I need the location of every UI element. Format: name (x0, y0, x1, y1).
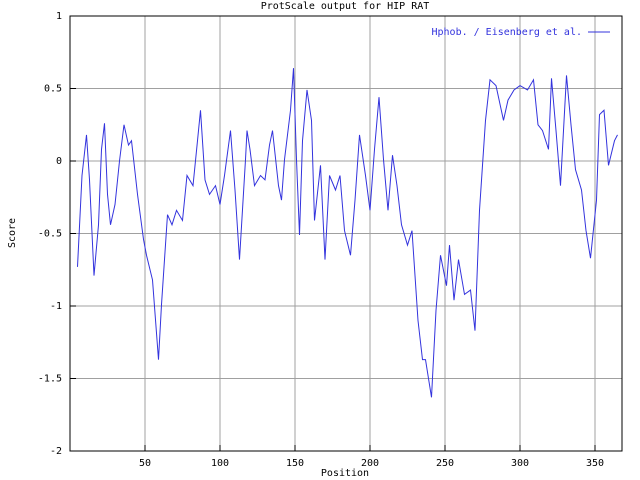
x-axis-label: Position (321, 468, 369, 479)
y-tick-label: -1.5 (38, 374, 62, 385)
y-tick-label: 0.5 (44, 84, 62, 95)
y-axis-label: Score (7, 218, 18, 248)
y-tick-label: 0 (56, 156, 62, 167)
legend-label: Hphob. / Eisenberg et al. (431, 27, 582, 38)
x-tick-label: 350 (586, 458, 604, 469)
x-tick-label: 150 (286, 458, 304, 469)
x-tick-label: 250 (436, 458, 454, 469)
data-line (77, 68, 618, 398)
x-tick-label: 200 (361, 458, 379, 469)
x-tick-label: 100 (211, 458, 229, 469)
x-tick-label: 300 (511, 458, 529, 469)
chart-title: ProtScale output for HIP RAT (261, 1, 430, 12)
y-tick-label: 1 (56, 11, 62, 22)
y-tick-label: -0.5 (38, 229, 62, 240)
plot-frame (69, 15, 623, 452)
y-tick-label: -2 (50, 446, 62, 457)
x-tick-label: 50 (139, 458, 151, 469)
y-tick-label: -1 (50, 301, 62, 312)
